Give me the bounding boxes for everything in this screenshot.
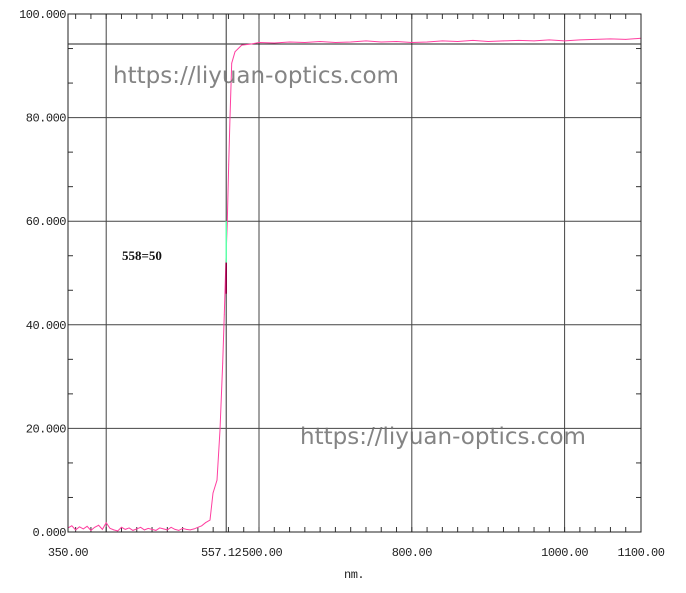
series-layer — [67, 37, 642, 532]
y-tick-label: 40.000 — [26, 319, 67, 333]
data-point — [289, 41, 290, 43]
data-point — [155, 530, 157, 531]
data-point — [163, 528, 164, 530]
axis-labels: 0.000 20.000 40.000 60.000 80.000 100.000 350.… — [19, 8, 665, 560]
data-point — [533, 40, 535, 42]
data-point — [518, 40, 520, 41]
data-point — [350, 41, 352, 43]
data-point — [223, 314, 225, 315]
data-point — [121, 526, 122, 528]
transmittance-line — [67, 37, 642, 532]
data-point — [209, 519, 211, 521]
data-point — [219, 429, 221, 431]
data-point — [304, 42, 306, 43]
data-point — [117, 530, 119, 532]
data-point — [411, 42, 413, 43]
data-point — [90, 530, 92, 531]
plot-frame — [67, 13, 642, 533]
data-point — [234, 51, 236, 53]
cursor-value-label: 557.12 — [201, 546, 242, 560]
x-tick-label: 1100.00 — [618, 546, 665, 560]
data-point — [258, 42, 260, 43]
data-point — [610, 38, 611, 40]
data-point — [159, 527, 161, 529]
data-point — [205, 522, 206, 524]
data-point — [426, 41, 428, 43]
data-point — [189, 529, 191, 531]
data-point — [365, 40, 367, 42]
data-point — [140, 526, 141, 528]
y-tick-label: 100.000 — [19, 8, 66, 22]
data-point — [457, 41, 459, 42]
watermark: https://liyuan-optics.com — [300, 424, 586, 450]
watermark: https://liyuan-optics.com — [113, 63, 399, 89]
data-point — [594, 38, 596, 40]
data-point — [98, 524, 99, 526]
data-point — [105, 522, 107, 524]
data-point — [82, 528, 84, 530]
data-point — [136, 528, 138, 530]
data-point — [548, 39, 550, 41]
data-point — [101, 529, 103, 530]
data-point — [178, 530, 180, 531]
data-point — [75, 529, 77, 531]
data-point — [579, 39, 581, 41]
data-point — [197, 526, 199, 528]
data-point — [151, 529, 153, 530]
data-point — [109, 527, 111, 529]
data-point — [147, 527, 149, 529]
data-point — [441, 40, 443, 42]
data-point — [71, 525, 73, 527]
x-tick-label: 350.00 — [48, 546, 89, 560]
data-point — [201, 525, 203, 527]
data-point — [503, 40, 504, 42]
data-point — [128, 527, 130, 529]
data-point — [564, 40, 565, 42]
y-tick-label: 80.000 — [26, 112, 67, 126]
y-tick-label: 20.000 — [26, 422, 67, 436]
data-point — [396, 41, 397, 42]
data-point — [94, 526, 96, 528]
grid — [68, 14, 641, 532]
data-point — [380, 41, 382, 43]
data-point — [241, 44, 243, 46]
data-point — [216, 479, 218, 481]
data-point — [212, 492, 214, 494]
data-point — [231, 62, 233, 64]
data-point — [86, 525, 88, 527]
data-point — [193, 528, 195, 530]
data-point — [472, 40, 474, 41]
x-axis-title: nm. — [344, 568, 364, 582]
x-tick-label: 1000.00 — [541, 546, 588, 560]
data-point — [229, 117, 231, 118]
data-point — [144, 529, 145, 531]
data-point — [186, 529, 187, 530]
axis-ticks — [68, 14, 641, 532]
data-point — [113, 529, 115, 531]
data-point — [625, 38, 627, 40]
data-point — [182, 527, 184, 529]
y-tick-label: 60.000 — [26, 215, 67, 229]
data-point — [222, 362, 224, 364]
annotation-label: 558=50 — [122, 248, 162, 263]
y-tick-label: 0.000 — [32, 526, 66, 540]
data-point — [319, 41, 321, 42]
x-tick-label: 800.00 — [392, 546, 433, 560]
data-point — [124, 529, 126, 530]
data-point — [273, 42, 275, 44]
data-point — [335, 42, 336, 43]
data-point — [250, 43, 252, 45]
data-point — [226, 220, 228, 222]
x-tick-label: 500.00 — [242, 546, 283, 560]
data-point — [228, 163, 230, 165]
data-point — [166, 529, 168, 531]
data-point — [174, 529, 176, 530]
data-point — [487, 41, 489, 42]
data-point — [132, 530, 134, 531]
data-point — [170, 526, 172, 528]
data-point — [79, 526, 80, 528]
